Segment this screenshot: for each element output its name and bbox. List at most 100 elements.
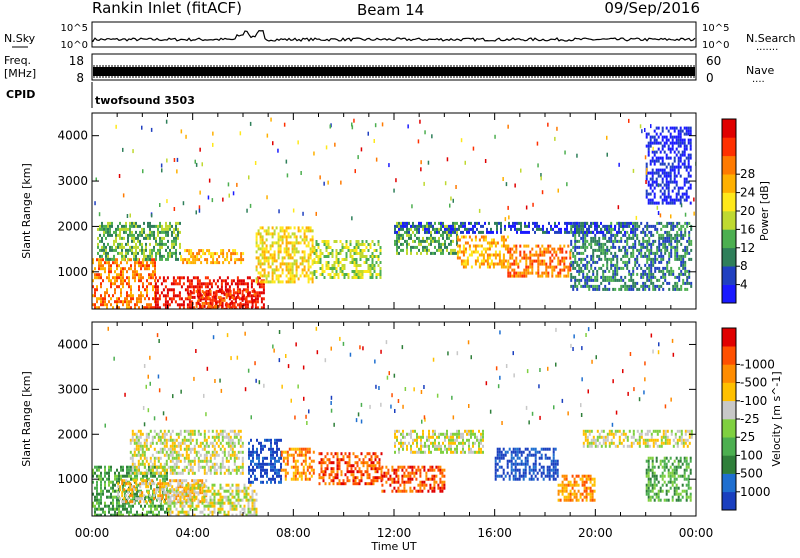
range-cell [535, 245, 537, 248]
range-cell [565, 275, 567, 278]
range-cell [600, 258, 602, 261]
range-cell [201, 285, 203, 288]
range-cell [539, 260, 541, 263]
range-cell [312, 247, 314, 250]
range-cell [672, 288, 674, 291]
range-cell [648, 288, 650, 291]
range-cell [263, 285, 265, 288]
range-cell [173, 297, 175, 300]
range-cell [642, 246, 644, 249]
range-cell [225, 279, 227, 282]
range-cell [248, 511, 250, 514]
range-cell [96, 475, 98, 478]
range-cell [263, 291, 265, 294]
range-cell [539, 248, 541, 251]
range-cell [334, 264, 336, 267]
range-cell [666, 181, 668, 184]
range-cell [491, 260, 493, 263]
range-cell [684, 231, 686, 234]
range-cell [523, 251, 525, 254]
range-cell [582, 285, 584, 288]
range-cell [178, 499, 180, 502]
range-cell [652, 261, 654, 264]
range-cell [515, 275, 517, 278]
range-cell [535, 254, 537, 257]
range-cell [416, 237, 418, 240]
range-cell [614, 273, 616, 276]
range-cell [456, 228, 458, 231]
range-cell [616, 279, 618, 282]
range-cell [686, 190, 688, 193]
range-cell [500, 231, 502, 234]
range-cell [111, 258, 113, 261]
range-cell [150, 282, 152, 285]
range-cell [604, 279, 606, 282]
range-cell [222, 505, 224, 508]
range-cell [602, 279, 604, 282]
range-cell [270, 280, 272, 283]
range-cell [157, 243, 159, 246]
range-cell [114, 288, 116, 291]
range-cell [114, 300, 116, 303]
range-cell [136, 433, 138, 436]
range-cell [559, 275, 561, 278]
range-cell [445, 181, 447, 185]
range-cell [169, 479, 171, 482]
range-cell [551, 272, 553, 275]
range-cell [124, 505, 126, 508]
range-cell [212, 261, 214, 264]
range-cell [172, 502, 174, 505]
range-cell [294, 247, 296, 250]
range-cell [175, 228, 177, 231]
range-cell [155, 252, 157, 255]
range-cell [127, 488, 129, 491]
range-cell [173, 294, 175, 297]
range-cell [612, 255, 614, 258]
range-cell [490, 228, 492, 231]
range-cell [610, 225, 612, 228]
range-cell [582, 222, 584, 225]
range-cell [256, 250, 258, 253]
range-cell [592, 261, 594, 264]
range-cell [642, 273, 644, 276]
range-cell [406, 243, 408, 246]
range-cell [278, 280, 280, 283]
range-cell [278, 268, 280, 271]
range-cell [292, 247, 294, 250]
range-cell [182, 490, 184, 493]
range-cell [489, 257, 491, 260]
range-cell [126, 300, 128, 303]
range-cell [398, 234, 400, 237]
range-cell [543, 263, 545, 266]
range-cell [540, 176, 542, 180]
range-cell [154, 264, 156, 267]
range-cell [519, 251, 521, 254]
range-cell [98, 502, 100, 505]
range-cell [676, 142, 678, 145]
range-cell [117, 228, 119, 231]
range-cell [533, 254, 535, 257]
range-cell [194, 490, 196, 493]
range-cell [674, 175, 676, 178]
range-cell [323, 182, 325, 186]
range-cell [159, 297, 161, 300]
range-cell [382, 122, 384, 126]
range-cell [240, 305, 242, 308]
range-cell [234, 302, 236, 305]
range-cell [314, 252, 316, 255]
range-cell [110, 279, 112, 282]
range-cell [179, 243, 181, 246]
range-cell [560, 228, 562, 231]
colorbar-tick-label: 24 [740, 186, 755, 200]
range-cell [182, 505, 184, 508]
range-cell [652, 178, 654, 181]
range-cell [171, 246, 173, 249]
range-cell [654, 151, 656, 154]
range-cell [262, 247, 264, 250]
range-cell [594, 249, 596, 252]
range-cell [106, 505, 108, 508]
range-cell [206, 258, 208, 261]
power-ylabel: Slant Range [km] [20, 163, 33, 259]
range-cell [256, 493, 258, 496]
range-cell [218, 255, 220, 258]
